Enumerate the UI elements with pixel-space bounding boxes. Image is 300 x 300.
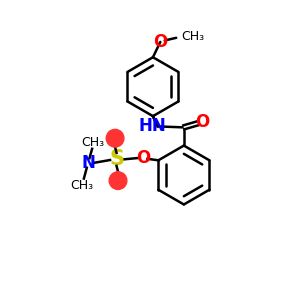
Text: O: O [110,132,120,145]
Text: N: N [82,154,95,172]
Circle shape [106,129,124,147]
Text: O: O [195,113,209,131]
Text: S: S [109,149,124,170]
Text: O: O [113,174,123,187]
Text: HN: HN [138,117,166,135]
Circle shape [109,172,127,190]
Text: O: O [136,149,150,167]
Text: O: O [153,33,167,51]
Text: CH₃: CH₃ [81,136,105,149]
Text: CH₃: CH₃ [182,30,205,43]
Text: CH₃: CH₃ [70,178,94,191]
